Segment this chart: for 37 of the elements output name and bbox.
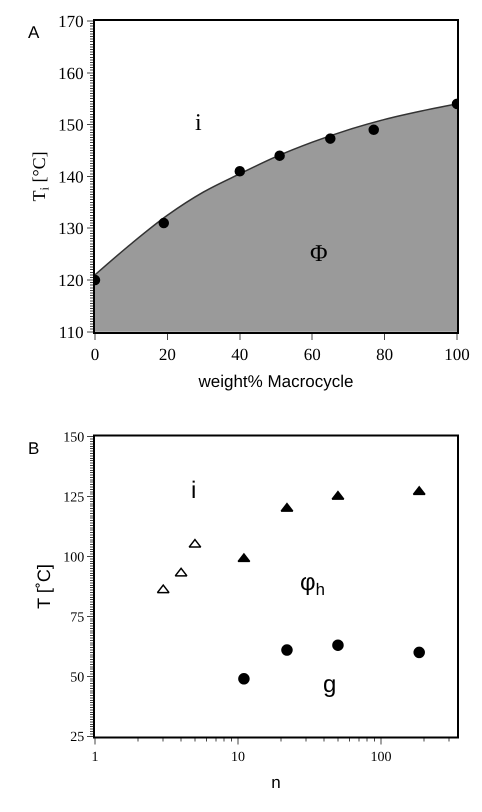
- y-tick-label: 150: [63, 430, 84, 446]
- x-tick-label: 40: [231, 345, 248, 364]
- y-tick-label: 100: [63, 550, 84, 566]
- annotation: φ$_{h}$: [300, 569, 325, 600]
- annotation: Φ: [310, 241, 328, 267]
- x-tick-label: 1: [92, 750, 98, 766]
- x-tick-label: 10: [231, 750, 245, 766]
- y-tick-label: 25: [70, 730, 84, 746]
- y-tick-label: 160: [58, 64, 84, 83]
- point: [234, 166, 246, 176]
- y-tick-label: 170: [58, 12, 84, 31]
- x-axis-title: n: [271, 772, 281, 792]
- y-tick-label: 120: [58, 270, 84, 290]
- x-tick-label: 20: [158, 345, 176, 364]
- x-axis-title: weight% Macrocycle: [198, 372, 354, 392]
- x-tick-label: 100: [370, 750, 392, 766]
- y-tick-label: 110: [58, 322, 84, 342]
- y-axis-title: T [˚C]: [34, 564, 54, 609]
- point: [368, 124, 379, 136]
- y-tick-label: 125: [63, 490, 84, 506]
- y-tick-label: 140: [58, 167, 84, 186]
- y-tick-label: 150: [58, 116, 84, 135]
- x-tick-label: 60: [304, 345, 321, 364]
- annotation: g: [323, 671, 336, 698]
- x-tick-label: 80: [376, 345, 394, 364]
- point: [274, 150, 285, 161]
- point: [325, 133, 336, 144]
- y-tick-label: 130: [58, 219, 84, 238]
- x-tick-label: 0: [90, 345, 100, 364]
- point: [158, 218, 170, 228]
- chart-title: A: [28, 23, 40, 42]
- annotation: i: [195, 110, 202, 136]
- y-tick-label: 75: [70, 610, 84, 626]
- x-tick-label: 100: [444, 345, 470, 364]
- y-tick-label: 50: [70, 670, 84, 686]
- chart-title: B: [28, 439, 40, 458]
- annotation: i: [191, 477, 196, 504]
